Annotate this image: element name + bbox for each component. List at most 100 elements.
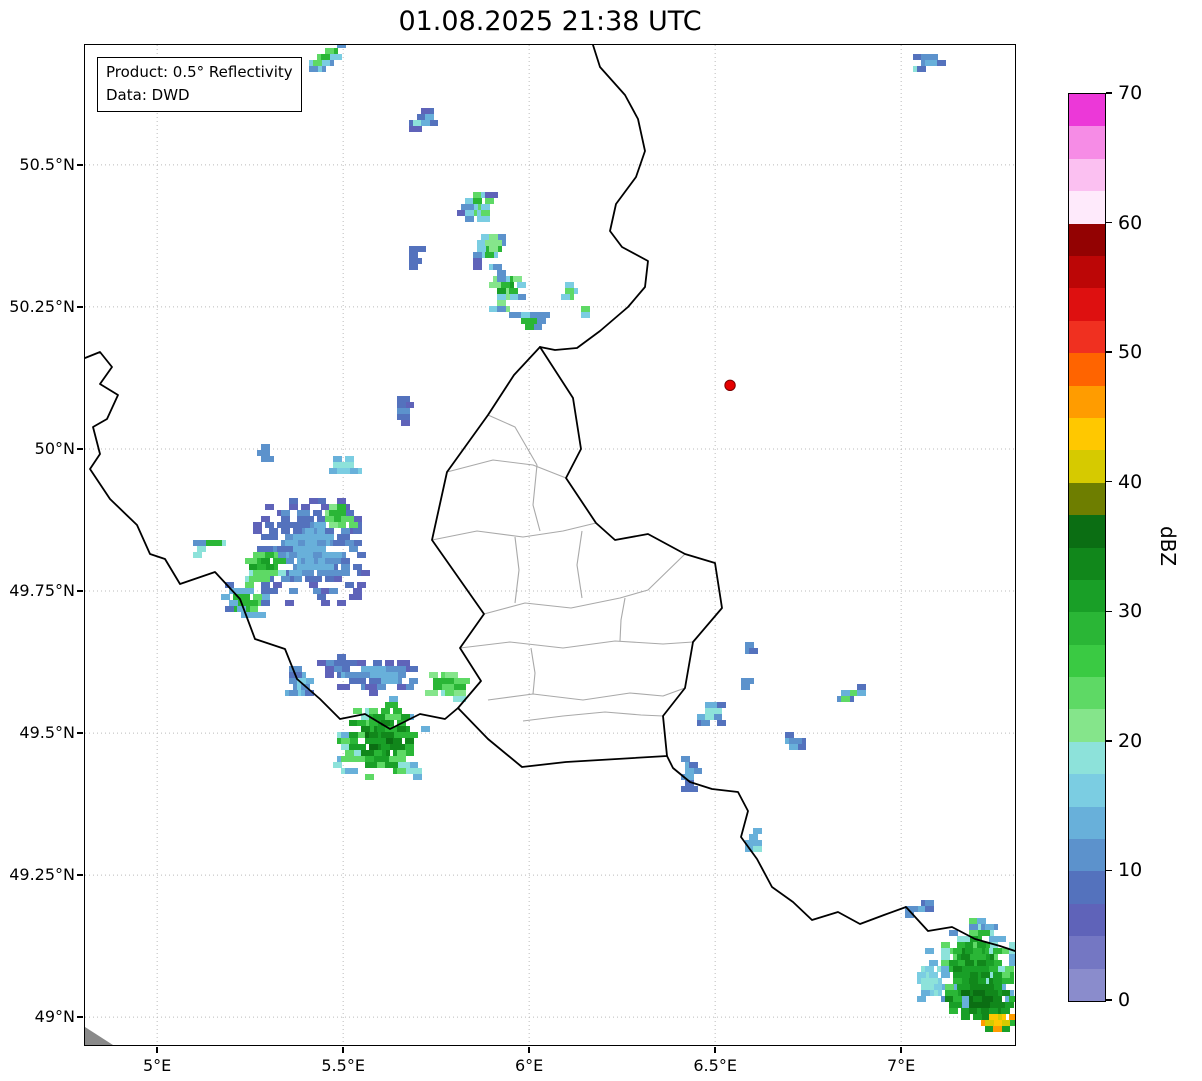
radar-echo-pixel [325, 48, 334, 54]
radar-echo-cluster [917, 960, 942, 1002]
radar-echo-pixel [537, 312, 546, 318]
radar-echo-pixel [261, 576, 270, 582]
radar-echo-pixel [293, 576, 302, 582]
colorbar-segment [1069, 94, 1105, 127]
radar-echo-pixel [305, 690, 314, 696]
radar-echo-pixel [977, 942, 986, 948]
radar-echo-pixel [389, 666, 398, 672]
radar-echo-pixel [461, 678, 470, 684]
radar-echo-pixel [905, 912, 914, 918]
radar-echo-pixel [305, 678, 314, 684]
colorbar-segment [1069, 741, 1105, 775]
radar-echo-cluster [409, 246, 426, 270]
country-border [431, 346, 723, 768]
radar-echo-pixel [961, 966, 970, 972]
radar-echo-pixel [385, 660, 394, 666]
radar-echo-pixel [325, 576, 334, 582]
radar-echo-pixel [949, 960, 958, 966]
radar-echo-pixel [305, 546, 314, 552]
radar-echo-pixel [257, 564, 266, 570]
radar-echo-pixel [353, 516, 362, 522]
radar-echo-pixel [429, 120, 438, 126]
radar-echo-pixel [257, 546, 266, 552]
radar-echo-pixel [373, 714, 382, 720]
radar-echo-pixel [337, 45, 346, 48]
radar-echo-pixel [421, 726, 430, 732]
radar-echo-pixel [997, 966, 1006, 972]
radar-echo-pixel [1009, 1014, 1015, 1020]
y-axis-tick [77, 1016, 83, 1018]
radar-echo-pixel [389, 696, 398, 702]
radar-echo-pixel [681, 786, 690, 792]
radar-echo-pixel [465, 198, 474, 204]
radar-echo-pixel [841, 690, 850, 696]
radar-echo-pixel [1009, 960, 1015, 966]
radar-echo-pixel [249, 576, 258, 582]
radar-echo-pixel [957, 942, 966, 948]
radar-echo-pixel [969, 954, 978, 960]
colorbar-segment [1069, 839, 1105, 872]
radar-echo-pixel [289, 504, 298, 510]
radar-echo-pixel [265, 504, 274, 510]
radar-echo-pixel [445, 690, 454, 696]
radar-echo-pixel [509, 288, 518, 294]
radar-echo-pixel [961, 996, 970, 1002]
radar-echo-pixel [329, 588, 338, 594]
radar-echo-pixel [357, 582, 366, 588]
colorbar-segment [1069, 709, 1105, 742]
radar-echo-pixel [977, 978, 986, 984]
figure-title: 01.08.2025 21:38 UTC [398, 6, 702, 37]
radar-echo-pixel [289, 690, 298, 696]
radar-echo-pixel [333, 462, 342, 468]
radar-echo-cluster [905, 900, 934, 918]
radar-echo-pixel [357, 660, 366, 666]
radar-echo-cluster [945, 972, 1015, 1026]
radar-echo-pixel [989, 1014, 998, 1020]
radar-echo-pixel [297, 516, 306, 522]
colorbar-tick-label: 50 [1118, 341, 1143, 364]
y-axis-tick [77, 732, 83, 734]
radar-echo-cluster [745, 828, 762, 852]
radar-echo-pixel [953, 966, 962, 972]
radar-echo-pixel [297, 552, 306, 558]
radar-echo-pixel [289, 540, 298, 546]
colorbar-segment [1069, 126, 1105, 159]
radar-echo-pixel [529, 318, 538, 324]
radar-echo-pixel [389, 744, 398, 750]
colorbar-tick-label: 0 [1118, 989, 1131, 1011]
radar-echo-pixel [397, 396, 406, 402]
radar-echo-pixel [521, 318, 530, 324]
radar-echo-pixel [237, 606, 246, 612]
colorbar-segment [1069, 223, 1105, 257]
radar-echo-pixel [261, 456, 270, 462]
x-tick-label: 6°E [515, 1056, 544, 1075]
radar-echo-pixel [309, 582, 318, 588]
colorbar-tick [1106, 740, 1112, 742]
radar-echo-pixel [457, 690, 466, 696]
canton-border [576, 530, 583, 599]
radar-echo-pixel [325, 552, 334, 558]
radar-echo-pixel [341, 516, 350, 522]
colorbar-unit-label: dBZ [1156, 525, 1180, 567]
radar-echo-pixel [409, 264, 418, 270]
radar-echo-pixel [397, 750, 406, 756]
radar-echo-pixel [233, 588, 242, 594]
colorbar-segment [1069, 191, 1105, 224]
radar-echo-pixel [249, 564, 258, 570]
radar-echo-pixel [381, 744, 390, 750]
colorbar-tick [1106, 92, 1112, 94]
radar-echo-pixel [1001, 990, 1010, 996]
radar-echo-pixel [457, 684, 466, 690]
radar-echo-pixel [341, 528, 350, 534]
radar-echo-pixel [465, 216, 474, 222]
radar-echo-pixel [401, 732, 410, 738]
colorbar-segment [1069, 612, 1105, 645]
radar-echo-pixel [533, 324, 542, 330]
radar-echo-pixel [789, 738, 798, 744]
radar-echo-pixel [401, 408, 410, 414]
radar-echo-pixel [993, 984, 1002, 990]
radar-echo-pixel [397, 402, 406, 408]
radar-echo-pixel [497, 294, 506, 300]
radar-echo-pixel [929, 960, 938, 966]
radar-echo-pixel [973, 990, 982, 996]
